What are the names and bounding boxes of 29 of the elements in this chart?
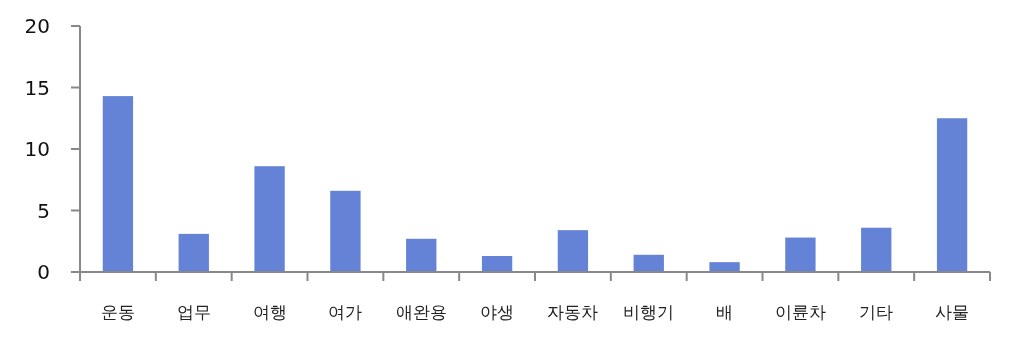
y-tick-label: 15 [24,75,50,100]
bar [633,254,664,272]
x-tick-label: 비행기 [623,302,675,322]
x-tick-label: 운동 [100,302,135,322]
x-tick-label: 애완용 [395,302,447,322]
x-tick-label: 여행 [252,302,287,322]
y-tick-label: 10 [24,137,50,161]
x-tick-label: 야생 [480,302,515,322]
x-tick-label: 기타 [859,302,894,322]
y-tick-label: 20 [24,14,50,38]
x-tick-label: 사물 [935,302,970,322]
x-tick-label: 여가 [328,302,363,322]
y-tick-label: 5 [37,198,50,223]
x-tick-label: 자동차 [547,302,599,322]
bar [557,230,589,272]
bar [178,233,209,272]
bar [330,190,361,272]
bar [406,238,437,272]
bar [481,256,513,272]
bar [254,166,285,272]
bar [785,237,816,272]
x-tick-label: 이륜차 [774,302,826,322]
y-tick-label: 0 [37,260,50,284]
bar [102,96,134,272]
bar [936,118,968,272]
bar [709,262,740,272]
x-tick-label: 배 [716,302,734,322]
bar [861,227,892,272]
x-tick-label: 업무 [176,302,211,322]
